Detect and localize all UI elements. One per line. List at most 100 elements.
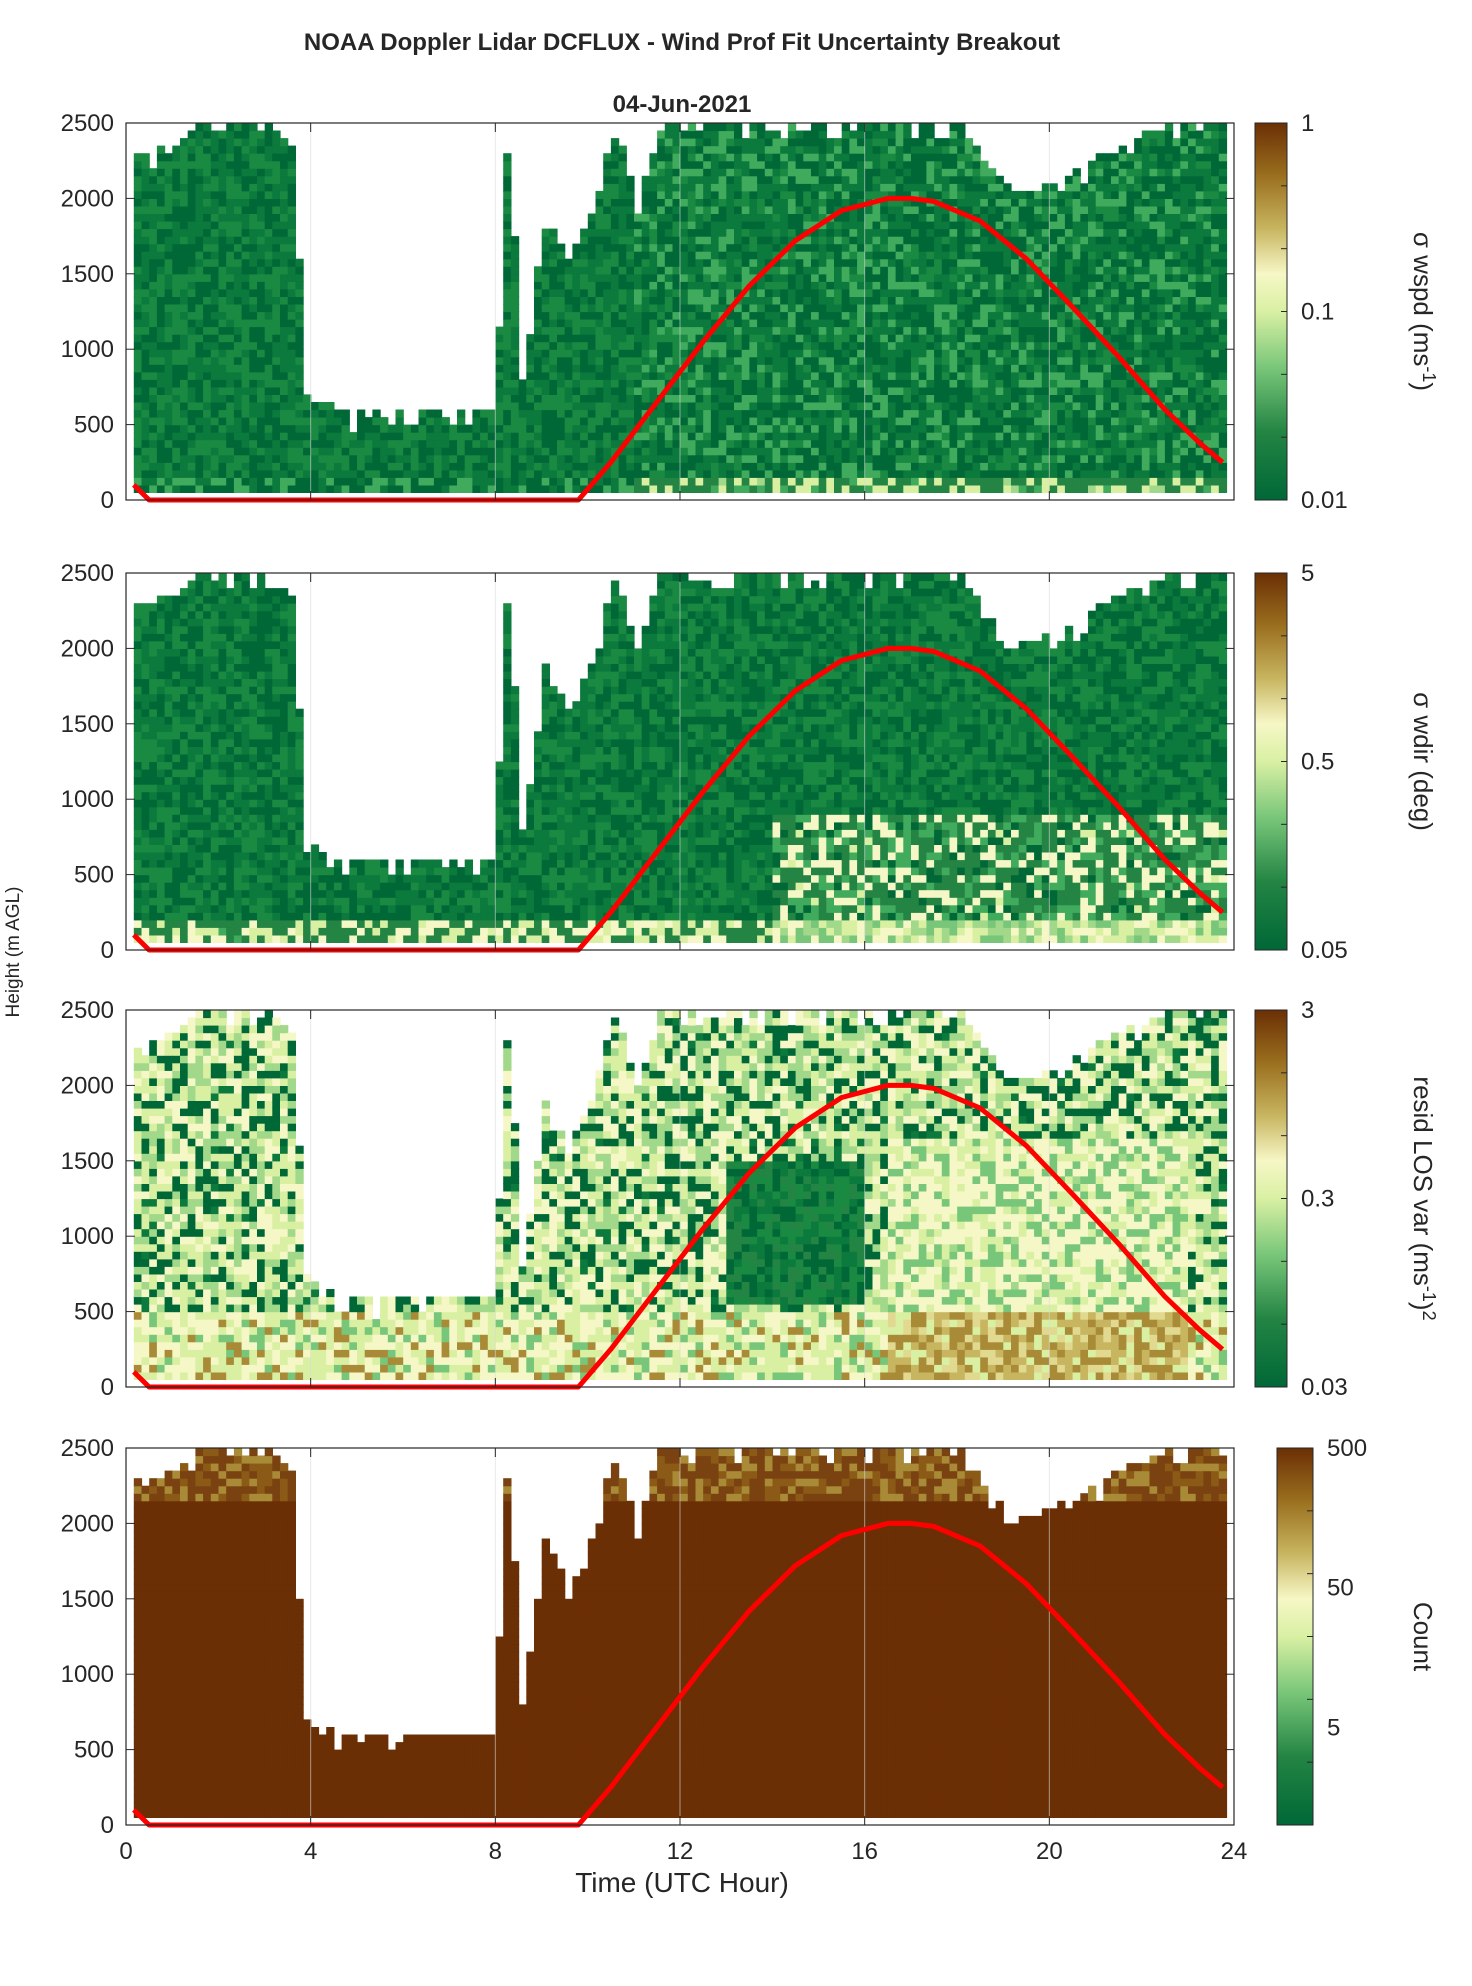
heatmap-cell — [357, 462, 366, 471]
heatmap-cell — [580, 379, 589, 388]
heatmap-cell — [1041, 447, 1051, 456]
heatmap-cell — [672, 205, 681, 214]
heatmap-cell — [1034, 386, 1043, 395]
heatmap-cell — [203, 145, 212, 154]
heatmap-cell — [795, 175, 804, 184]
heatmap-cell — [449, 439, 458, 448]
heatmap-cell — [772, 221, 781, 230]
heatmap-cell — [1018, 356, 1027, 365]
heatmap-cell — [826, 432, 835, 441]
heatmap-cell — [980, 454, 989, 463]
heatmap-cell — [564, 258, 573, 267]
heatmap-cell — [934, 341, 943, 350]
heatmap-cell — [641, 379, 650, 388]
heatmap-cell — [626, 454, 635, 463]
heatmap-cell — [987, 221, 997, 230]
heatmap-cell — [641, 469, 650, 478]
heatmap-cell — [718, 288, 727, 297]
heatmap-cell — [864, 379, 874, 388]
heatmap-cell — [264, 304, 273, 313]
heatmap-cell — [610, 145, 620, 154]
heatmap-cell — [664, 145, 674, 154]
heatmap-cell — [887, 371, 897, 380]
heatmap-cell — [687, 454, 697, 463]
heatmap-cell — [603, 153, 612, 162]
heatmap-cell — [233, 371, 243, 380]
heatmap-cell — [1141, 304, 1151, 313]
heatmap-cell — [664, 326, 674, 335]
heatmap-cell — [564, 424, 573, 433]
heatmap-cell — [557, 266, 566, 275]
heatmap-cell — [1064, 304, 1074, 313]
heatmap-cell — [949, 296, 958, 305]
heatmap-cell — [911, 273, 920, 282]
heatmap-cell — [1026, 213, 1035, 222]
heatmap-cell — [1095, 409, 1104, 418]
heatmap-cell — [764, 394, 774, 403]
heatmap-cell — [641, 364, 650, 373]
heatmap-cell — [1034, 484, 1043, 493]
heatmap-cell — [811, 356, 820, 365]
heatmap-cell — [726, 251, 735, 260]
heatmap-cell — [911, 356, 920, 365]
heatmap-cell — [149, 477, 158, 486]
heatmap-cell — [380, 447, 389, 456]
heatmap-cell — [718, 319, 727, 328]
heatmap-cell — [218, 417, 227, 426]
heatmap-cell — [287, 371, 296, 380]
heatmap-cell — [826, 251, 835, 260]
heatmap-cell — [149, 304, 158, 313]
heatmap-cell — [1103, 386, 1112, 395]
heatmap-cell — [241, 221, 250, 230]
heatmap-cell — [780, 432, 789, 441]
heatmap-cell — [857, 477, 866, 486]
heatmap-cell — [811, 205, 820, 214]
heatmap-cell — [610, 266, 620, 275]
heatmap-cell — [726, 123, 735, 132]
heatmap-cell — [1026, 454, 1035, 463]
heatmap-cell — [503, 258, 512, 267]
heatmap-cell — [210, 236, 220, 245]
heatmap-cell — [934, 424, 943, 433]
heatmap-cell — [503, 281, 512, 290]
heatmap-cell — [741, 221, 750, 230]
heatmap-cell — [1064, 198, 1074, 207]
heatmap-cell — [826, 447, 835, 456]
heatmap-cell — [580, 432, 589, 441]
heatmap-cell — [818, 168, 827, 177]
heatmap-cell — [695, 356, 704, 365]
heatmap-cell — [1034, 311, 1043, 320]
heatmap-cell — [1118, 145, 1127, 154]
heatmap-cell — [1080, 190, 1089, 199]
heatmap-cell — [987, 484, 997, 493]
heatmap-cell — [241, 364, 250, 373]
heatmap-cell — [149, 258, 158, 267]
heatmap-cell — [1095, 379, 1104, 388]
heatmap-cell — [156, 402, 166, 411]
heatmap-cell — [387, 477, 397, 486]
heatmap-cell — [818, 145, 827, 154]
heatmap-cell — [287, 183, 296, 192]
heatmap-cell — [1026, 477, 1035, 486]
heatmap-cell — [280, 153, 289, 162]
heatmap-cell — [1041, 402, 1051, 411]
heatmap-cell — [734, 356, 743, 365]
heatmap-cell — [764, 432, 774, 441]
heatmap-cell — [880, 168, 889, 177]
heatmap-cell — [187, 138, 196, 147]
heatmap-cell — [210, 379, 220, 388]
heatmap-cell — [926, 341, 935, 350]
heatmap-cell — [872, 371, 881, 380]
heatmap-cell — [1041, 371, 1051, 380]
heatmap-cell — [534, 311, 543, 320]
heatmap-cell — [226, 386, 235, 395]
heatmap-cell — [980, 243, 989, 252]
heatmap-cell — [1018, 228, 1027, 237]
heatmap-cell — [1141, 281, 1151, 290]
heatmap-cell — [687, 236, 697, 245]
heatmap-cell — [1088, 243, 1097, 252]
heatmap-cell — [218, 341, 227, 350]
heatmap-cell — [880, 356, 889, 365]
heatmap-cell — [941, 439, 951, 448]
heatmap-cell — [557, 432, 566, 441]
